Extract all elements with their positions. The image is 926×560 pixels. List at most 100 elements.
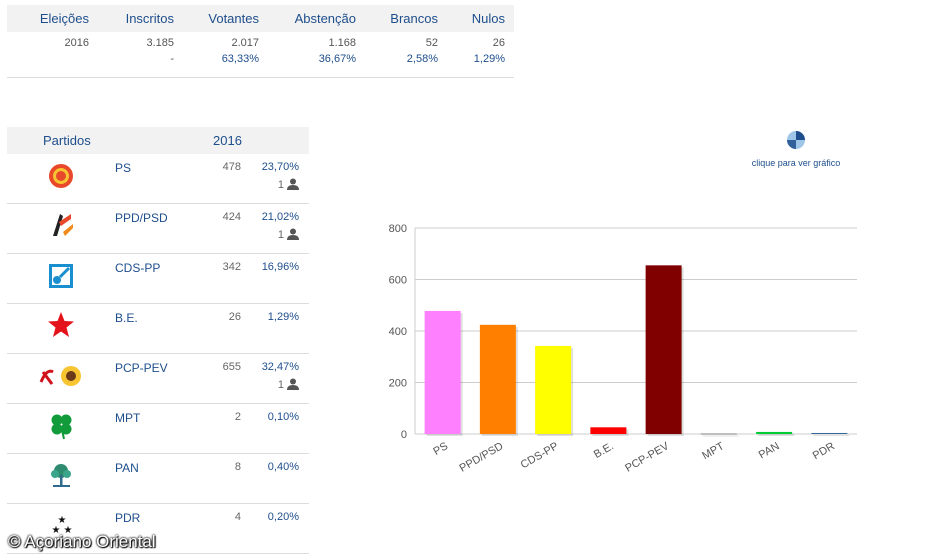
- svg-text:★: ★: [64, 525, 73, 536]
- party-seats: 1: [259, 178, 299, 191]
- party-table-header: Partidos 2016: [7, 127, 309, 154]
- party-name: PS: [115, 161, 132, 175]
- party-votes: 4: [234, 511, 241, 523]
- party-votes: 8: [234, 461, 241, 473]
- view-chart-link[interactable]: clique para ver gráfico: [744, 130, 848, 168]
- party-row-cds-pp: CDS-PP 342 16,96%: [7, 254, 309, 304]
- bar-be: [590, 427, 627, 434]
- summary-header-cell: Brancos: [390, 11, 438, 26]
- mpt-clover-logo-icon: [51, 414, 72, 440]
- year-column-header: 2016: [213, 133, 242, 148]
- party-votes: 655: [222, 361, 241, 373]
- summary-value: 2016: [64, 37, 89, 49]
- bar-shadow: [758, 433, 795, 436]
- person-icon: [287, 378, 299, 390]
- party-percent: 21,02%: [261, 211, 299, 223]
- bar-ps: [424, 310, 461, 434]
- summary-value: 26: [492, 37, 505, 49]
- summary-header-cell: Nulos: [471, 11, 505, 26]
- bar-ppdpsd: [479, 324, 516, 434]
- bar-pcppev: [645, 265, 682, 434]
- pie-chart-icon[interactable]: [786, 130, 806, 150]
- party-percent: 0,10%: [267, 411, 299, 423]
- y-tick-label: 200: [389, 378, 407, 390]
- summary-values-row: 2016 3.185 2.017 1.168 52 26: [7, 35, 514, 51]
- ps-logo-icon: [49, 164, 73, 188]
- svg-text:★: ★: [58, 515, 67, 526]
- party-name: PAN: [115, 461, 139, 475]
- be-star-logo-icon: [48, 312, 74, 337]
- summary-divider: [7, 67, 514, 78]
- summary-table: Eleições Inscritos Votantes Abstenção Br…: [7, 5, 514, 78]
- bar-mpt: [700, 433, 737, 435]
- svg-text:★: ★: [52, 525, 61, 536]
- cds-pp-logo-icon: [49, 264, 73, 288]
- party-seats: 1: [259, 378, 299, 391]
- y-tick-label: 800: [389, 223, 407, 235]
- x-tick-label: PAN: [757, 440, 782, 461]
- summary-percent: -: [170, 53, 174, 65]
- party-row-pan: PAN 8 0,40%: [7, 454, 309, 504]
- person-icon: [287, 228, 299, 240]
- party-name: MPT: [115, 411, 141, 425]
- party-column-header: Partidos: [43, 133, 91, 148]
- x-tick-label: PDR: [811, 440, 837, 462]
- summary-percent: 2,58%: [406, 53, 438, 65]
- person-icon: [287, 178, 299, 190]
- summary-header-cell: Inscritos: [125, 11, 174, 26]
- x-tick-label: MPT: [700, 440, 726, 462]
- party-votes: 2: [234, 411, 241, 423]
- party-row-pcp-pev: PCP-PEV 655 32,47% 1: [7, 354, 309, 404]
- x-tick-label: PPD/PSD: [458, 440, 506, 475]
- summary-header-cell: Votantes: [208, 11, 259, 26]
- party-votes: 26: [228, 311, 241, 323]
- bar-cdspp: [535, 345, 572, 434]
- summary-header-cell: Eleições: [39, 11, 89, 26]
- pcp-pev-logo-icon: [39, 366, 81, 386]
- summary-value: 3.185: [146, 37, 174, 49]
- summary-header-cell: Abstenção: [294, 11, 356, 26]
- seats-count: 1: [277, 179, 284, 191]
- votes-bar-chart: 0 200 400 600 800 PS PPD/PSD CDS-PP B.E. PCP-PEV M…: [389, 223, 857, 475]
- party-votes: 478: [222, 161, 241, 173]
- summary-value: 52: [425, 37, 438, 49]
- party-percent: 0,40%: [267, 461, 299, 473]
- party-votes: 342: [222, 261, 241, 273]
- party-percent: 16,96%: [261, 261, 299, 273]
- copyright-watermark: © Açoriano Oriental: [8, 532, 156, 551]
- y-tick-label: 0: [401, 429, 407, 441]
- party-row-be: B.E. 26 1,29%: [7, 304, 309, 354]
- x-tick-label: PS: [431, 440, 450, 458]
- view-chart-label[interactable]: clique para ver gráfico: [751, 158, 841, 168]
- bar-pdr: [811, 432, 848, 434]
- party-percent: 32,47%: [261, 361, 299, 373]
- party-row-ppd-psd: PPD/PSD 424 21,02% 1: [7, 204, 309, 254]
- party-seats: 1: [259, 228, 299, 241]
- party-name: CDS-PP: [115, 261, 161, 275]
- summary-percent: 1,29%: [473, 53, 505, 65]
- party-name: PPD/PSD: [115, 211, 168, 225]
- summary-percents-row: - 63,33% 36,67% 2,58% 1,29%: [7, 51, 514, 67]
- party-percent: 1,29%: [267, 311, 299, 323]
- summary-value: 1.168: [328, 37, 356, 49]
- ppd-psd-logo-icon: [53, 214, 73, 236]
- party-name: B.E.: [115, 311, 138, 325]
- summary-percent: 63,33%: [221, 53, 259, 65]
- party-row-pdr: ★ ★ ★ PDR 4 0,20%: [7, 504, 309, 554]
- party-name: PCP-PEV: [115, 361, 168, 375]
- party-percent: 23,70%: [261, 161, 299, 173]
- party-row-mpt: MPT 2 0,10%: [7, 404, 309, 454]
- y-tick-label: 400: [389, 326, 407, 338]
- party-results-table: Partidos 2016 PS 478 23,70% 1 PPD/PSD 42…: [7, 127, 309, 554]
- seats-count: 1: [277, 229, 284, 241]
- party-name: PDR: [115, 511, 141, 525]
- pan-tree-logo-icon: [51, 464, 71, 487]
- party-votes: 424: [222, 211, 241, 223]
- party-row-ps: PS 478 23,70% 1: [7, 154, 309, 204]
- bar-pan: [756, 431, 793, 434]
- bar-shadow: [702, 435, 739, 437]
- summary-percent: 36,67%: [318, 53, 356, 65]
- pdr-stars-logo-icon: ★ ★ ★: [52, 515, 73, 536]
- summary-value: 2.017: [231, 37, 259, 49]
- summary-header-row: Eleições Inscritos Votantes Abstenção Br…: [7, 5, 514, 32]
